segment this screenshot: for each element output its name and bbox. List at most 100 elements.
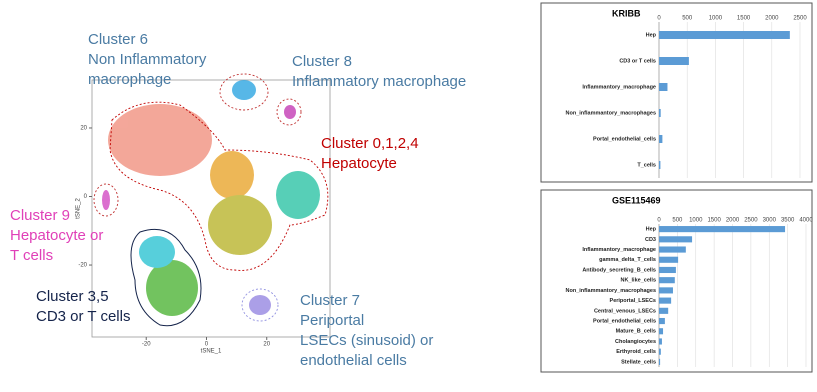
outline	[276, 98, 302, 126]
bar	[659, 328, 664, 335]
x-tick-label: 1500	[737, 16, 751, 22]
x-tick-label: 2000	[726, 218, 740, 224]
y-axis-label: tSNE_2	[76, 198, 82, 219]
cluster-outlines	[93, 73, 329, 322]
bar	[659, 135, 663, 143]
cluster-region	[249, 295, 271, 315]
annotation: Inflammatory macrophage	[292, 73, 466, 90]
outline	[130, 228, 202, 327]
category-label: Hep	[646, 227, 657, 233]
x-tick-label: 1000	[709, 16, 723, 22]
x-tick-label: -20	[142, 342, 151, 348]
bar	[659, 348, 661, 355]
annotation: Cluster 7	[300, 292, 360, 309]
category-label: Stellate_cells	[621, 359, 656, 365]
bar	[659, 338, 662, 345]
outline	[241, 288, 279, 322]
x-tick-label: 20	[263, 342, 270, 348]
category-label: NK_like_cells	[621, 278, 656, 284]
category-label: CD3	[645, 237, 656, 243]
annotation: T cells	[10, 247, 53, 264]
cluster-region	[102, 190, 110, 210]
annotation: Cluster 9	[10, 207, 70, 224]
category-label: Hep	[646, 32, 657, 38]
cluster-region	[139, 236, 175, 268]
x-tick-label: 500	[672, 218, 683, 224]
outline	[219, 73, 269, 111]
x-tick-label: 3000	[763, 218, 777, 224]
x-tick-label: 500	[682, 16, 693, 22]
clusters	[102, 80, 320, 316]
bar	[659, 109, 661, 117]
annotation: Cluster 6	[88, 31, 148, 48]
x-tick-label: 3500	[781, 218, 795, 224]
x-axis-label: tSNE_1	[201, 349, 222, 355]
bar	[659, 277, 675, 284]
bar	[659, 83, 668, 91]
category-label: T_cells	[637, 162, 656, 168]
bar	[659, 246, 686, 253]
chart-title: KRIBB	[612, 8, 641, 18]
category-label: Periportal_LSECs	[610, 298, 656, 304]
y-tick-label: 20	[80, 126, 87, 132]
bar	[659, 358, 661, 365]
category-label: Portal_endothelial_cells	[593, 318, 656, 324]
cluster-region	[108, 104, 212, 176]
x-tick-label: 2000	[765, 16, 779, 22]
x-tick-label: 0	[657, 16, 661, 22]
bar	[659, 256, 679, 263]
panel	[540, 189, 813, 373]
annotation: macrophage	[88, 71, 171, 88]
category-label: Non_inflammantory_macrophages	[566, 288, 656, 294]
annotation: Hepatocyte or	[10, 227, 103, 244]
x-tick-label: 4000	[799, 218, 813, 224]
y-tick-label: -20	[78, 263, 87, 269]
cluster-region	[232, 80, 256, 100]
category-label: Mature_B_cells	[616, 329, 656, 335]
bar	[659, 226, 786, 233]
annotation: LSECs (sinusoid) or	[300, 332, 433, 349]
annotation: endothelial cells	[300, 352, 407, 369]
bar	[659, 287, 673, 294]
chart-title: GSE115469	[612, 195, 661, 205]
category-label: Portal_endothelial_cells	[593, 136, 656, 142]
bar	[659, 31, 790, 39]
category-label: Inflammantory_macrophage	[582, 84, 656, 90]
annotation: Periportal	[300, 312, 364, 329]
bar	[659, 57, 689, 65]
outline	[93, 183, 119, 217]
annotation: CD3 or T cells	[36, 308, 130, 325]
cluster-region	[276, 171, 320, 219]
category-label: Central_venous_LSECs	[594, 308, 656, 314]
cluster-region	[210, 151, 254, 199]
panel	[540, 2, 813, 183]
annotation: Non Inflammatory	[88, 51, 207, 68]
cluster-region	[208, 195, 272, 255]
category-label: Cholangiocytes	[615, 339, 656, 345]
x-tick-label: 2500	[793, 16, 807, 22]
category-label: Erthyroid_cells	[616, 349, 656, 355]
bar	[659, 317, 665, 325]
cluster-region	[284, 105, 296, 119]
cluster-region	[146, 260, 198, 316]
bar	[659, 297, 672, 304]
annotation: Cluster 0,1,2,4	[321, 135, 419, 152]
category-label: Inflammantory_macrophage	[582, 247, 656, 253]
annotation: Cluster 3,5	[36, 288, 109, 305]
category-label: gamma_delta_T_cells	[599, 257, 656, 263]
category-label: CD3 or T cells	[619, 58, 656, 64]
bar	[659, 161, 661, 169]
x-tick-label: 0	[205, 342, 209, 348]
x-tick-label: 1000	[689, 218, 703, 224]
category-label: Antibody_secreting_B_cells	[582, 267, 656, 273]
bar	[659, 266, 676, 274]
x-tick-label: 1500	[707, 218, 721, 224]
x-tick-label: 2500	[744, 218, 758, 224]
annotation: Cluster 8	[292, 53, 352, 70]
y-tick-label: 0	[84, 194, 88, 200]
bar	[659, 236, 693, 243]
category-label: Non_inflammantory_macrophages	[566, 110, 656, 116]
x-tick-label: 0	[657, 218, 661, 224]
